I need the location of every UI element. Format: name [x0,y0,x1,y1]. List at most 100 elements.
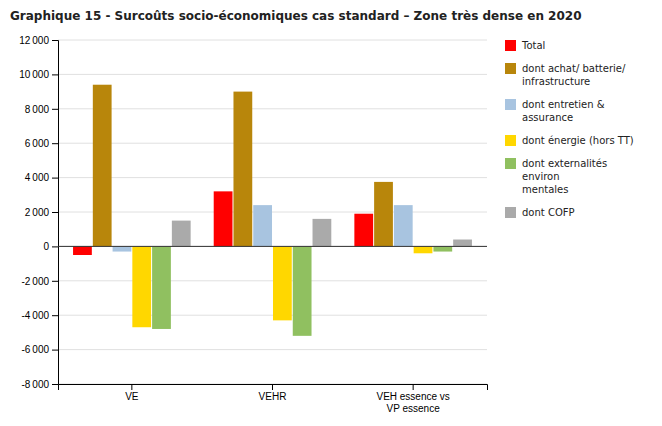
series [93,85,393,247]
legend-item: dont COFP [505,207,575,218]
x-tick-label: VEH essence vsVP essence [376,391,449,414]
series [132,246,432,327]
legend-label: dont énergie (hors TT) [522,135,634,146]
grid-line [58,108,487,109]
y-tick-mark [52,109,58,110]
x-tick-mark [272,384,273,390]
series [172,219,472,247]
series [73,191,373,255]
bar [132,246,151,327]
bar [273,246,292,320]
grid-line [58,40,487,41]
y-tick-label: 12 000 [19,35,49,46]
grid-line [58,315,487,316]
y-tick: 0 [43,241,58,252]
y-tick: 6 000 [25,138,58,149]
y-tick-mark [52,212,58,213]
y-axis: -8 000 -6 000 -4 000 -2 000 0 2 000 4 000 6 000… [19,35,58,390]
bar [73,246,92,255]
y-tick-label: 2 000 [25,207,50,218]
y-tick-mark [52,74,58,75]
grid-line [58,246,487,247]
legend-label: dont externalitésenvironmentales [522,158,607,195]
grid-line [58,177,487,178]
legend-label: Total [521,40,545,51]
grid-line [58,143,487,144]
plot: -8 000 -6 000 -4 000 -2 000 0 2 000 4 000 6 000… [19,35,487,414]
legend-swatch [505,158,516,169]
bar [374,182,393,247]
y-axis-line [52,41,59,385]
chart: Graphique 15 - Surcoûts socio-économique… [0,0,662,426]
grid-line [58,74,487,75]
bar [394,205,413,246]
bar [354,214,373,247]
x-tick: VE [125,384,139,402]
bars [73,85,472,336]
x-tick: VEH essence vsVP essence [376,384,449,414]
bar [433,246,452,251]
y-tick-mark [52,246,58,247]
y-tick-label: 6 000 [25,138,50,149]
y-tick-label: 8 000 [25,104,50,115]
y-tick: 4 000 [25,172,58,183]
bar [93,85,112,247]
y-tick-label: -4 000 [21,310,49,321]
grid-line [58,280,487,281]
y-tick-label: -6 000 [21,344,49,355]
grid-line [58,349,487,350]
y-tick-label: -8 000 [21,379,49,390]
bar [214,191,233,246]
legend-swatch [505,207,516,218]
legend-label: dont entretien &assurance [522,99,605,123]
y-tick-mark [52,350,58,351]
y-tick: 10 000 [19,69,58,80]
y-tick: -6 000 [21,344,58,355]
x-tick-label: VEHR [259,391,287,402]
x-tick-label: VE [125,391,139,402]
legend-item: dont achat/ batterie/infrastructure [505,63,626,87]
y-tick: 2 000 [25,207,58,218]
bar [233,92,252,247]
bar [313,219,332,247]
y-tick-mark [52,315,58,316]
x-axis: VE VEHR VEH essence vsVP essence [59,384,488,414]
bar [172,221,191,247]
legend-item: dont entretien &assurance [505,99,605,123]
bar [113,246,132,251]
y-tick-label: 4 000 [25,172,50,183]
series [152,246,452,335]
y-tick-mark [52,384,58,385]
legend-swatch [505,63,516,74]
grid-line [58,212,487,213]
legend-item: dont externalitésenvironmentales [505,158,607,195]
legend-swatch [505,99,516,110]
title: Graphique 15 - Surcoûts socio-économique… [10,9,582,23]
y-tick: -8 000 [21,379,58,390]
legend-label: dont achat/ batterie/infrastructure [522,63,626,87]
y-tick-mark [52,281,58,282]
grid [58,40,487,384]
bar [453,240,472,247]
y-tick-label: 10 000 [19,69,49,80]
x-tick: VEHR [259,384,287,402]
bar [253,205,272,246]
x-axis-line [59,385,488,391]
y-tick-label: 0 [43,241,49,252]
y-tick-mark [52,40,58,41]
legend-swatch [505,135,516,146]
legend-item: dont énergie (hors TT) [505,135,634,146]
y-tick: 12 000 [19,35,58,46]
y-tick-mark [52,143,58,144]
y-tick: 8 000 [25,104,58,115]
legend: Total dont achat/ batterie/infrastructure… [505,40,634,218]
legend-swatch [505,40,516,51]
x-tick-mark [413,384,414,390]
zero-line [58,246,487,247]
bar [152,246,171,329]
y-tick-label: -2 000 [21,276,49,287]
legend-item: Total [505,40,545,51]
y-tick: -2 000 [21,276,58,287]
legend-label: dont COFP [522,207,575,218]
x-tick-mark [131,384,132,390]
